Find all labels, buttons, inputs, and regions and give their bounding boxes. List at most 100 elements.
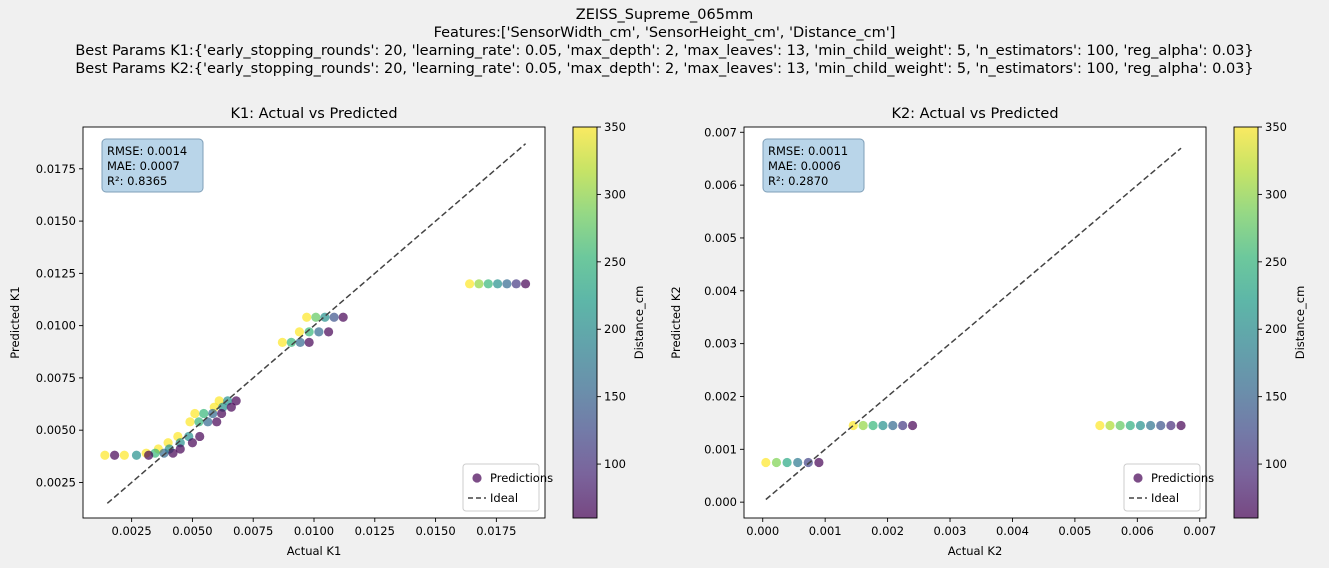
k2-colorbar-tick-label: 100: [1265, 457, 1287, 471]
k2-point: [803, 457, 813, 468]
k1-point: [511, 279, 521, 289]
k2-point: [858, 420, 868, 431]
k2-ytick-label: 0.003: [704, 337, 737, 351]
k1-point: [144, 450, 154, 460]
k1-point: [175, 444, 185, 454]
k2-ideal-line: [765, 147, 1182, 501]
k1-xtick-label: 0.0075: [233, 524, 273, 538]
k1-point: [212, 417, 222, 427]
k2-point: [761, 457, 771, 468]
k1-point: [302, 312, 312, 322]
k1-ideal-line: [106, 143, 527, 504]
k1-ytick-label: 0.0125: [36, 266, 76, 280]
k1-point: [323, 327, 334, 337]
k2-point: [771, 457, 782, 468]
k1-point: [474, 279, 484, 289]
k1-colorbar-label: Distance_cm: [632, 286, 646, 360]
k2-legend-frame: [1123, 463, 1201, 512]
k2-point: [1145, 420, 1156, 431]
k2-ytick-label: 0.004: [704, 284, 737, 298]
k1-point: [294, 327, 305, 337]
k1-point: [304, 337, 314, 347]
k1-metric-r2: R²: 0.8365: [107, 174, 167, 188]
k2-point: [1095, 420, 1105, 431]
k2-xtick-label: 0.006: [1121, 524, 1154, 538]
k2-legend: Predictions Ideal: [1123, 463, 1214, 512]
k2-point: [1125, 420, 1135, 431]
k1-point: [483, 279, 493, 289]
k2-subplot: K2: Actual vs Predicted 0.000 0.001 0.002 0.…: [669, 106, 1307, 558]
k2-legend-label-ideal: Ideal: [1151, 491, 1179, 505]
k2-points: [761, 420, 1186, 468]
k2-colorbar-tick-label: 150: [1265, 390, 1287, 404]
k1-point: [100, 450, 110, 460]
k1-point: [187, 438, 198, 448]
k2-ytick-label: 0.005: [704, 231, 737, 245]
k1-ytick-label: 0.0150: [36, 214, 76, 228]
k2-colorbar-gradient: [1234, 127, 1258, 518]
k2-colorbar-frame: [1233, 126, 1259, 519]
k2-colorbar-tick-label: 250: [1265, 255, 1287, 269]
figure-suptitle: ZEISS_Supreme_065mm Features:['SensorWid…: [0, 6, 1329, 78]
suptitle-camera: ZEISS_Supreme_065mm: [575, 7, 754, 23]
k1-point: [199, 408, 209, 419]
k2-point: [888, 420, 898, 431]
k1-point: [231, 396, 241, 406]
k1-point: [465, 279, 475, 289]
k1-ylabel: Predicted K1: [8, 286, 22, 359]
k2-metric-mae: MAE: 0.0006: [768, 159, 841, 173]
k2-point: [1105, 420, 1115, 431]
k1-point: [314, 327, 324, 337]
k2-colorbar-tick-label: 300: [1265, 187, 1287, 201]
k2-legend-marker-predictions: [1133, 473, 1143, 483]
k2-axes-frame: [743, 126, 1207, 519]
k2-colorbar: 100 150 200 250 300 350 Distance_cm: [1233, 120, 1307, 519]
k1-xlabel: Actual K1: [287, 544, 342, 558]
k1-legend-frame: [462, 463, 540, 512]
k1-xtick-label: 0.0125: [355, 524, 395, 538]
k2-point: [814, 457, 824, 468]
k1-metric-rmse: RMSE: 0.0014: [107, 144, 187, 158]
k1-point: [295, 337, 305, 347]
k1-metric-mae: MAE: 0.0007: [107, 159, 180, 173]
k2-ytick-label: 0.000: [704, 495, 737, 509]
k2-point: [1115, 420, 1125, 431]
k1-title: K1: Actual vs Predicted: [230, 106, 397, 122]
k2-xtick-label: 0.005: [1058, 524, 1091, 538]
k2-xtick-label: 0.002: [871, 524, 904, 538]
k2-metric-r2: R²: 0.2870: [768, 174, 828, 188]
k1-subplot: K1: Actual vs Predicted 0.0025 0.0050 0.007…: [8, 106, 646, 558]
k2-point: [793, 457, 803, 468]
k1-colorbar: 100 150 200 250 300 350 Distance_cm: [572, 120, 646, 519]
k1-colorbar-tick-label: 200: [604, 322, 626, 336]
k2-ytick-label: 0.007: [704, 125, 737, 139]
k1-point: [131, 450, 142, 460]
k2-ytick-label: 0.002: [704, 389, 737, 403]
k1-point: [203, 417, 213, 427]
k2-xlabel: Actual K2: [948, 544, 1003, 558]
k1-xtick-label: 0.0025: [112, 524, 152, 538]
k2-xtick-label: 0.001: [809, 524, 842, 538]
k1-point: [329, 312, 339, 322]
k1-point: [217, 408, 227, 419]
k1-point: [168, 448, 178, 458]
k2-point: [868, 420, 878, 431]
k1-point: [226, 402, 236, 412]
k1-legend: Predictions Ideal: [462, 463, 553, 512]
k1-point: [185, 417, 195, 427]
k2-point: [1166, 420, 1176, 431]
k2-xtick-label: 0.000: [746, 524, 779, 538]
k2-metric-rmse: RMSE: 0.0011: [768, 144, 848, 158]
k1-point: [311, 312, 321, 322]
k1-colorbar-gradient: [573, 127, 597, 518]
k1-point: [190, 408, 200, 419]
k1-point: [502, 279, 512, 289]
k1-colorbar-tick-label: 100: [604, 457, 626, 471]
k2-xtick-label: 0.007: [1183, 524, 1216, 538]
k2-ytick-label: 0.006: [704, 178, 737, 192]
k1-point: [304, 327, 314, 337]
k1-xtick-label: 0.0175: [476, 524, 516, 538]
k2-title: K2: Actual vs Predicted: [891, 106, 1058, 122]
